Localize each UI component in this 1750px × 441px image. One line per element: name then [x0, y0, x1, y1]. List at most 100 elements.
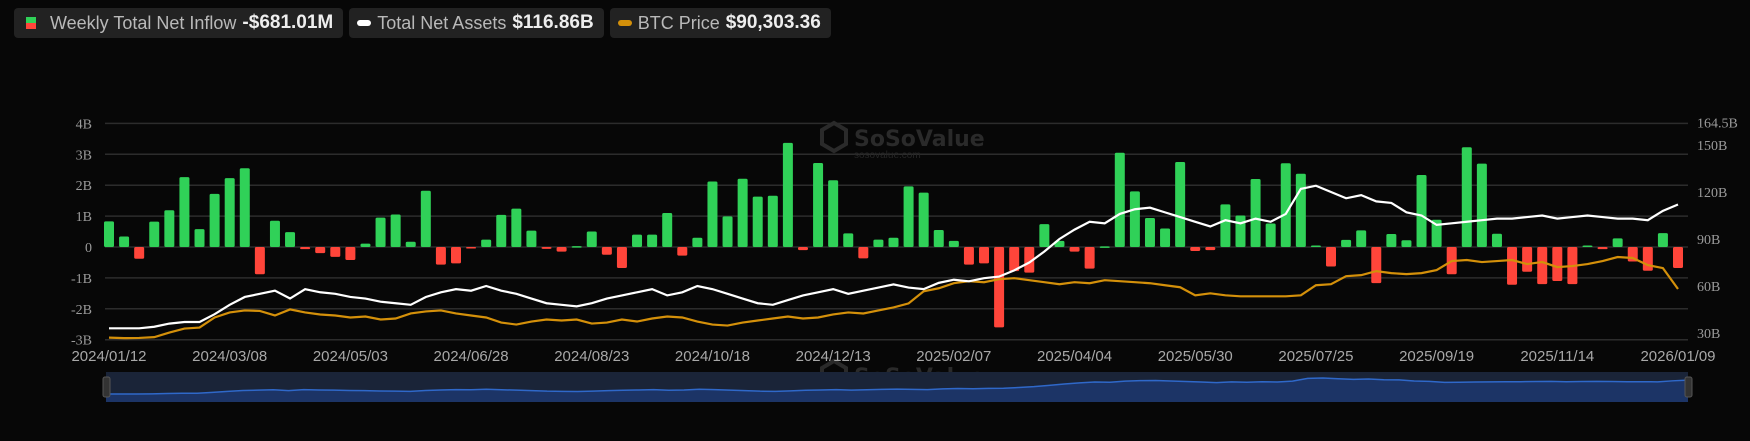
- inflow-bar[interactable]: [707, 181, 718, 247]
- inflow-bar[interactable]: [1039, 224, 1050, 247]
- inflow-bar[interactable]: [1673, 247, 1683, 269]
- inflow-bar[interactable]: [979, 247, 990, 264]
- inflow-bar[interactable]: [1537, 247, 1548, 285]
- inflow-bar[interactable]: [1084, 247, 1095, 269]
- inflow-bar[interactable]: [511, 208, 522, 247]
- inflow-bar[interactable]: [375, 217, 386, 247]
- inflow-bar[interactable]: [1416, 175, 1427, 247]
- inflow-bar[interactable]: [933, 230, 944, 247]
- inflow-bar[interactable]: [1507, 247, 1518, 285]
- inflow-bar[interactable]: [254, 247, 265, 275]
- inflow-bar[interactable]: [209, 193, 220, 247]
- inflow-bar[interactable]: [330, 247, 341, 257]
- inflow-bar[interactable]: [1069, 247, 1080, 252]
- navigator-left-handle[interactable]: [102, 376, 111, 398]
- inflow-bar[interactable]: [1175, 162, 1186, 247]
- inflow-bar[interactable]: [828, 180, 839, 247]
- inflow-bar[interactable]: [1250, 179, 1261, 247]
- inflow-bar[interactable]: [526, 230, 537, 247]
- inflow-bar[interactable]: [873, 239, 884, 247]
- inflow-bar[interactable]: [647, 234, 658, 247]
- inflow-bar[interactable]: [1144, 217, 1155, 247]
- inflow-bar[interactable]: [269, 220, 280, 247]
- inflow-bar[interactable]: [134, 247, 145, 259]
- inflow-bar[interactable]: [948, 240, 959, 247]
- inflow-bar[interactable]: [858, 247, 869, 259]
- inflow-bar[interactable]: [194, 229, 205, 247]
- inflow-bar[interactable]: [616, 247, 627, 269]
- inflow-bar[interactable]: [1597, 247, 1608, 250]
- inflow-bar[interactable]: [918, 192, 929, 247]
- inflow-bar[interactable]: [481, 239, 492, 247]
- inflow-bar[interactable]: [345, 247, 356, 260]
- inflow-bar[interactable]: [571, 246, 582, 248]
- inflow-bar[interactable]: [1295, 173, 1306, 247]
- inflow-bar[interactable]: [632, 234, 643, 247]
- inflow-bar[interactable]: [662, 213, 673, 247]
- inflow-bar[interactable]: [601, 247, 612, 255]
- inflow-bar[interactable]: [963, 247, 974, 265]
- legend-item-btc-price[interactable]: BTC Price $90,303.36: [609, 8, 831, 38]
- inflow-bar[interactable]: [104, 221, 114, 247]
- inflow-bar[interactable]: [677, 247, 688, 256]
- total-net-assets-line[interactable]: [109, 184, 1679, 330]
- series-lines[interactable]: [108, 184, 1679, 340]
- legend-item-total-net-assets[interactable]: Total Net Assets $116.86B: [349, 8, 604, 38]
- inflow-bar[interactable]: [1235, 215, 1246, 247]
- inflow-bar[interactable]: [797, 247, 808, 251]
- inflow-bar[interactable]: [1491, 233, 1502, 247]
- inflow-bar[interactable]: [1280, 163, 1291, 247]
- inflow-bar[interactable]: [285, 232, 296, 247]
- inflow-bar[interactable]: [1009, 247, 1020, 272]
- inflow-bar[interactable]: [994, 247, 1005, 328]
- inflow-bar[interactable]: [1310, 245, 1321, 247]
- inflow-bar[interactable]: [164, 210, 175, 247]
- inflow-bar[interactable]: [556, 247, 567, 252]
- inflow-bar[interactable]: [315, 247, 326, 254]
- inflow-bar[interactable]: [1220, 204, 1231, 247]
- inflow-bar[interactable]: [1582, 245, 1593, 247]
- inflow-bar[interactable]: [782, 142, 793, 247]
- inflow-bar[interactable]: [300, 247, 311, 250]
- inflow-bar[interactable]: [466, 247, 477, 249]
- inflow-bar[interactable]: [1401, 240, 1412, 247]
- inflow-bar[interactable]: [1114, 152, 1125, 247]
- inflow-bar[interactable]: [1476, 163, 1487, 247]
- inflow-bars[interactable]: [104, 142, 1683, 328]
- inflow-bar[interactable]: [360, 243, 371, 247]
- navigator-right-handle[interactable]: [1684, 376, 1693, 398]
- inflow-bar[interactable]: [1612, 238, 1623, 247]
- inflow-bar[interactable]: [541, 247, 552, 249]
- inflow-bar[interactable]: [496, 214, 507, 247]
- inflow-bar[interactable]: [1431, 219, 1442, 247]
- inflow-bar[interactable]: [586, 231, 597, 247]
- inflow-bar[interactable]: [1356, 230, 1367, 247]
- inflow-bar[interactable]: [1205, 247, 1216, 251]
- inflow-bar[interactable]: [1657, 233, 1668, 247]
- inflow-bar[interactable]: [903, 186, 914, 247]
- inflow-bar[interactable]: [737, 178, 748, 247]
- inflow-bar[interactable]: [1190, 247, 1201, 252]
- inflow-bar[interactable]: [149, 221, 160, 247]
- inflow-bar[interactable]: [767, 195, 778, 247]
- inflow-bar[interactable]: [435, 247, 446, 265]
- inflow-bar[interactable]: [813, 162, 824, 247]
- inflow-bar[interactable]: [1099, 246, 1110, 248]
- inflow-bar[interactable]: [1386, 234, 1397, 247]
- inflow-bar[interactable]: [1265, 223, 1276, 247]
- inflow-bar[interactable]: [390, 214, 401, 247]
- inflow-bar[interactable]: [843, 233, 854, 247]
- inflow-bar[interactable]: [1642, 247, 1653, 271]
- inflow-bar[interactable]: [405, 241, 416, 247]
- range-navigator[interactable]: [102, 372, 1693, 402]
- inflow-bar[interactable]: [752, 196, 763, 247]
- inflow-bar[interactable]: [1552, 247, 1563, 281]
- inflow-bar[interactable]: [1522, 247, 1533, 272]
- inflow-bar[interactable]: [1461, 147, 1472, 247]
- inflow-bar[interactable]: [179, 177, 190, 247]
- inflow-bar[interactable]: [239, 168, 250, 247]
- inflow-bar[interactable]: [420, 190, 431, 247]
- inflow-bar[interactable]: [1160, 228, 1171, 247]
- inflow-bar[interactable]: [888, 237, 899, 247]
- btc-price-line[interactable]: [108, 255, 1679, 340]
